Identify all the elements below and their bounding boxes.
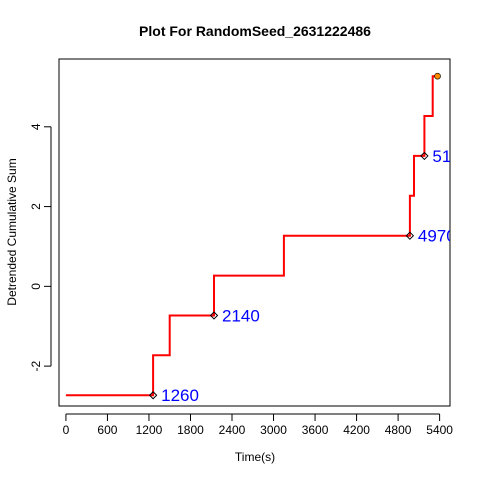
changepoint-label: 4970 <box>418 227 456 246</box>
y-tick-label: 0 <box>29 283 43 290</box>
chart-title: Plot For RandomSeed_2631222486 <box>139 23 371 39</box>
y-tick-label: 4 <box>29 123 43 130</box>
series-layer <box>65 75 438 397</box>
changepoint-label: 5180 <box>432 147 470 166</box>
x-axis-label: Time(s) <box>235 450 275 464</box>
y-tick-label: 2 <box>29 203 43 210</box>
y-axis-label: Detrended Cumulative Sum <box>5 158 19 305</box>
x-tick-label: 4800 <box>385 423 412 437</box>
cusum-step-line <box>65 75 438 397</box>
x-tick-label: 1200 <box>136 423 163 437</box>
changepoint-marker <box>209 311 219 320</box>
marker-layer: 1260 2140 4970 5180 <box>148 72 470 405</box>
changepoint-marker <box>420 151 429 161</box>
x-tick-label: 1800 <box>177 423 204 437</box>
y-tick-label: -2 <box>29 360 43 371</box>
y-axis: -2 0 2 4 <box>29 123 52 371</box>
x-tick-label: 2400 <box>219 423 246 437</box>
changepoint-marker <box>148 391 158 400</box>
x-tick-label: 0 <box>63 423 70 437</box>
end-point-marker <box>434 72 441 80</box>
x-tick-label: 4200 <box>343 423 370 437</box>
x-tick-label: 5400 <box>426 423 453 437</box>
x-axis: 0 600 1200 1800 2400 3000 3600 4200 4800 5400 <box>63 413 453 437</box>
x-tick-label: 3600 <box>302 423 329 437</box>
plot-frame <box>58 58 451 407</box>
changepoint-label: 1260 <box>161 386 199 405</box>
x-tick-label: 600 <box>97 423 117 437</box>
changepoint-label: 2140 <box>222 306 260 325</box>
x-tick-label: 3000 <box>260 423 287 437</box>
changepoint-marker <box>405 231 415 240</box>
